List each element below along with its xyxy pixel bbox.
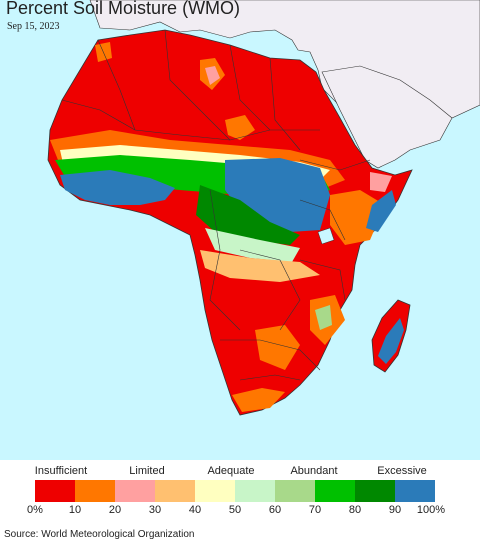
map-date: Sep 15, 2023 xyxy=(7,21,60,32)
central-africa-green xyxy=(196,185,300,245)
legend-swatch-5 xyxy=(235,480,275,502)
legend-swatch-8 xyxy=(355,480,395,502)
legend-tick: 10 xyxy=(68,504,82,516)
soil-moisture-map: Percent Soil Moisture (WMO) Sep 15, 2023 xyxy=(0,0,480,460)
legend-category-limited: Limited xyxy=(129,465,165,477)
legend-swatch-6 xyxy=(275,480,315,502)
legend-color-bar xyxy=(35,480,435,502)
legend-category-abundant: Abundant xyxy=(290,465,338,477)
legend-tick: 70 xyxy=(308,504,322,516)
horn-pink xyxy=(370,172,392,192)
congo-light xyxy=(205,228,300,262)
east-africa-orange xyxy=(330,190,385,245)
legend-category-insufficient: Insufficient xyxy=(34,465,88,477)
source-credit: Source: World Meteorological Organizatio… xyxy=(4,529,195,540)
legend-tick: 40 xyxy=(188,504,202,516)
legend-swatch-1 xyxy=(75,480,115,502)
legend: Insufficient Limited Adequate Abundant E… xyxy=(0,460,480,522)
legend-tick: 0% xyxy=(27,504,43,516)
mozambique-green xyxy=(315,305,332,330)
legend-swatch-0 xyxy=(35,480,75,502)
southern-orange xyxy=(255,325,300,370)
congo-orange xyxy=(200,250,320,282)
madagascar-wet xyxy=(378,318,404,364)
sahara-patch-3 xyxy=(225,115,255,140)
legend-tick: 100% xyxy=(416,504,446,516)
east-africa-wet xyxy=(366,190,396,232)
legend-swatch-7 xyxy=(315,480,355,502)
country-borders xyxy=(61,29,371,381)
legend-tick: 60 xyxy=(268,504,282,516)
legend-category-excessive: Excessive xyxy=(377,465,427,477)
legend-swatch-9 xyxy=(395,480,435,502)
legend-tick: 20 xyxy=(108,504,122,516)
sahara-patch-2 xyxy=(205,66,220,85)
south-coast-orange xyxy=(232,388,285,412)
legend-swatch-3 xyxy=(155,480,195,502)
legend-category-adequate: Adequate xyxy=(207,465,255,477)
arabia-land xyxy=(321,65,453,169)
legend-swatch-4 xyxy=(195,480,235,502)
legend-tick: 90 xyxy=(388,504,402,516)
lake-victoria xyxy=(317,227,335,245)
legend-swatch-2 xyxy=(115,480,155,502)
legend-tick: 50 xyxy=(228,504,242,516)
legend-tick: 80 xyxy=(348,504,362,516)
west-africa-wet xyxy=(60,170,175,205)
legend-tick: 30 xyxy=(148,504,162,516)
map-title: Percent Soil Moisture (WMO) xyxy=(6,0,240,18)
